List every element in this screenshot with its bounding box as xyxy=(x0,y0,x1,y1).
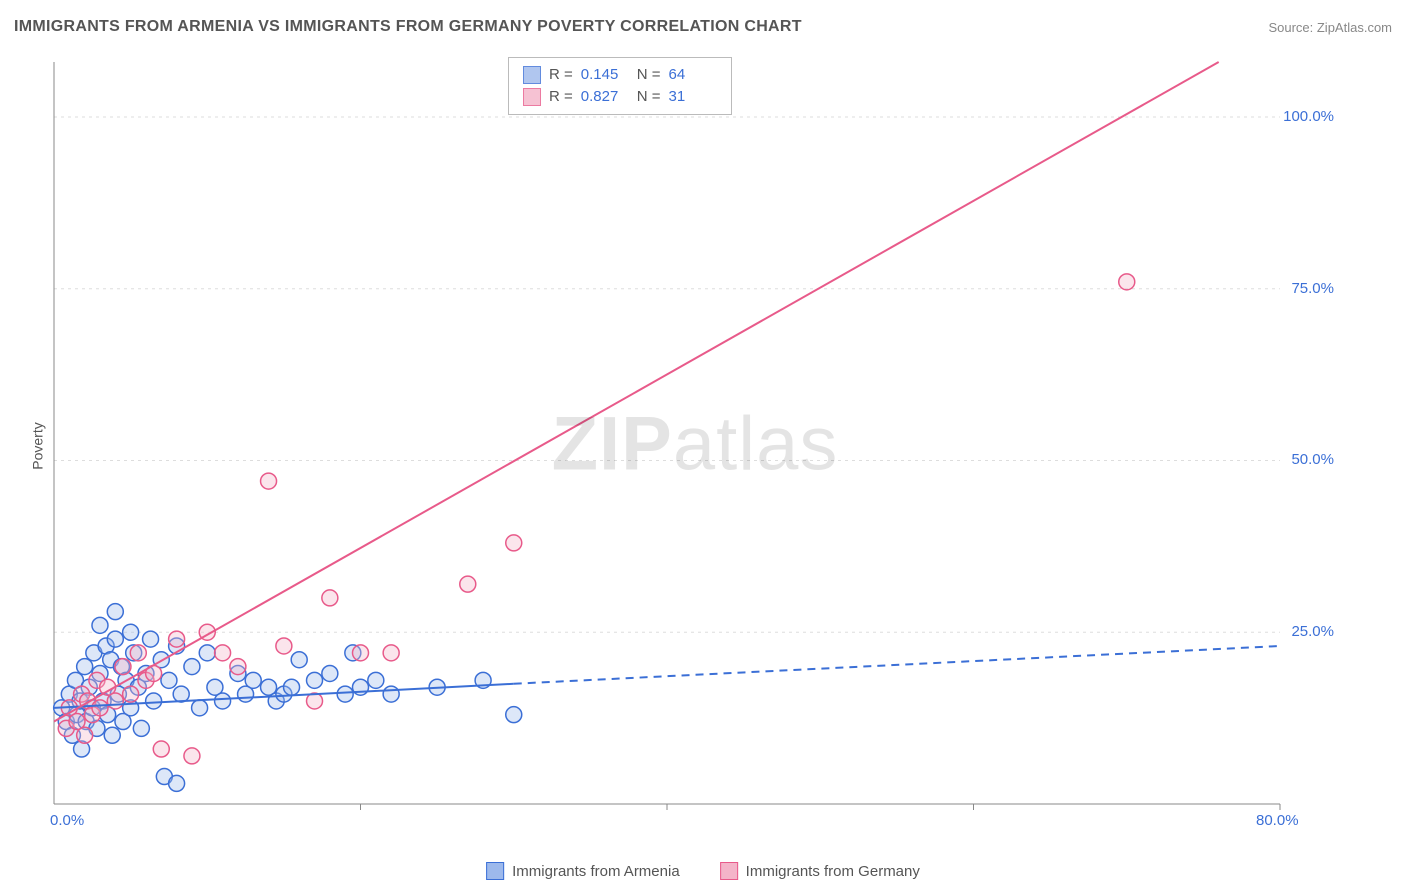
chart-plot-area: ZIPatlas R = 0.145 N = 64 R = 0.827 N = … xyxy=(50,54,1340,834)
legend-item-germany: Immigrants from Germany xyxy=(720,862,920,880)
stat-label: R = xyxy=(549,64,573,86)
stat-r-value: 0.827 xyxy=(581,86,629,108)
y-tick-label: 25.0% xyxy=(1291,623,1334,640)
y-axis-label: Poverty xyxy=(30,422,46,469)
legend-stat-row: R = 0.145 N = 64 xyxy=(523,64,717,86)
legend-swatch-icon xyxy=(523,88,541,106)
legend-label: Immigrants from Germany xyxy=(746,863,920,880)
stat-n-value: 64 xyxy=(669,64,717,86)
source-label: Source: ZipAtlas.com xyxy=(1268,20,1392,35)
chart-title: IMMIGRANTS FROM ARMENIA VS IMMIGRANTS FR… xyxy=(14,18,802,36)
correlation-legend: R = 0.145 N = 64 R = 0.827 N = 31 xyxy=(508,57,732,115)
y-tick-label: 100.0% xyxy=(1283,108,1334,125)
x-tick-label: 80.0% xyxy=(1256,812,1299,829)
legend-swatch-icon xyxy=(486,862,504,880)
stat-label: N = xyxy=(637,64,661,86)
y-tick-label: 75.0% xyxy=(1291,280,1334,297)
series-legend: Immigrants from Armenia Immigrants from … xyxy=(486,862,920,880)
legend-item-armenia: Immigrants from Armenia xyxy=(486,862,680,880)
chart-header: IMMIGRANTS FROM ARMENIA VS IMMIGRANTS FR… xyxy=(14,18,1392,36)
legend-stat-row: R = 0.827 N = 31 xyxy=(523,86,717,108)
stat-label: R = xyxy=(549,86,573,108)
scatter-svg xyxy=(50,54,1340,834)
legend-label: Immigrants from Armenia xyxy=(512,863,680,880)
stat-r-value: 0.145 xyxy=(581,64,629,86)
legend-swatch-icon xyxy=(720,862,738,880)
y-tick-label: 50.0% xyxy=(1291,451,1334,468)
x-tick-label: 0.0% xyxy=(50,812,84,829)
stat-n-value: 31 xyxy=(669,86,717,108)
stat-label: N = xyxy=(637,86,661,108)
legend-swatch-icon xyxy=(523,66,541,84)
